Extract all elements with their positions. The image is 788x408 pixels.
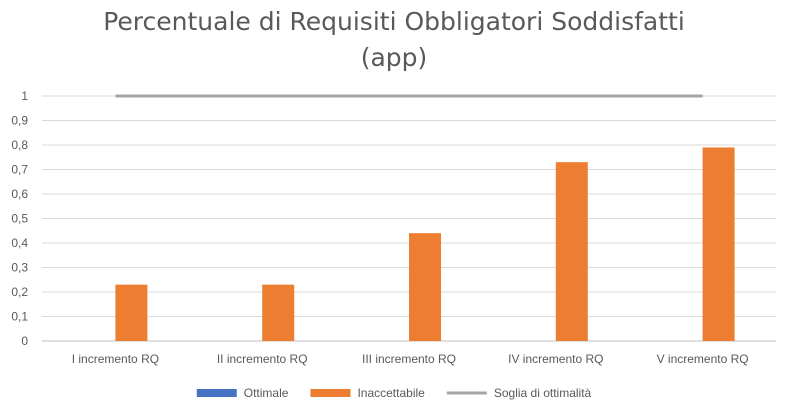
y-tick-label: 0,3 <box>11 261 28 275</box>
legend-label: Ottimale <box>244 386 289 400</box>
legend-swatch <box>310 389 351 397</box>
y-tick-label: 0,8 <box>11 138 28 152</box>
legend-swatch <box>196 389 237 397</box>
y-tick-label: 0,1 <box>11 310 28 324</box>
chart-title-line-1: Percentuale di Requisiti Obbligatori Sod… <box>103 7 685 36</box>
y-tick-label: 0 <box>21 334 28 348</box>
y-tick-label: 0,7 <box>11 163 28 177</box>
x-tick-label: I incremento RQ <box>72 352 159 366</box>
chart-title: Percentuale di Requisiti Obbligatori Sod… <box>0 4 788 76</box>
x-tick-label: IV incremento RQ <box>508 352 603 366</box>
bar-inaccettabile <box>262 284 295 341</box>
bar-inaccettabile <box>702 147 735 341</box>
y-tick-label: 1 <box>21 89 28 103</box>
x-tick-label: V incremento RQ <box>657 352 749 366</box>
legend-label: Soglia di ottimalità <box>494 386 592 400</box>
legend-label: Inaccettabile <box>357 386 425 400</box>
y-tick-label: 0,6 <box>11 187 28 201</box>
y-tick-label: 0,2 <box>11 285 28 299</box>
bar-inaccettabile <box>555 162 588 341</box>
bar-inaccettabile <box>115 284 148 341</box>
y-tick-label: 0,4 <box>11 236 28 250</box>
x-tick-label: III incremento RQ <box>362 352 456 366</box>
chart-title-line-2: (app) <box>360 43 428 72</box>
y-tick-label: 0,9 <box>11 114 28 128</box>
y-tick-label: 0,5 <box>11 212 28 226</box>
bar-inaccettabile <box>409 233 441 341</box>
x-tick-label: II incremento RQ <box>217 352 308 366</box>
